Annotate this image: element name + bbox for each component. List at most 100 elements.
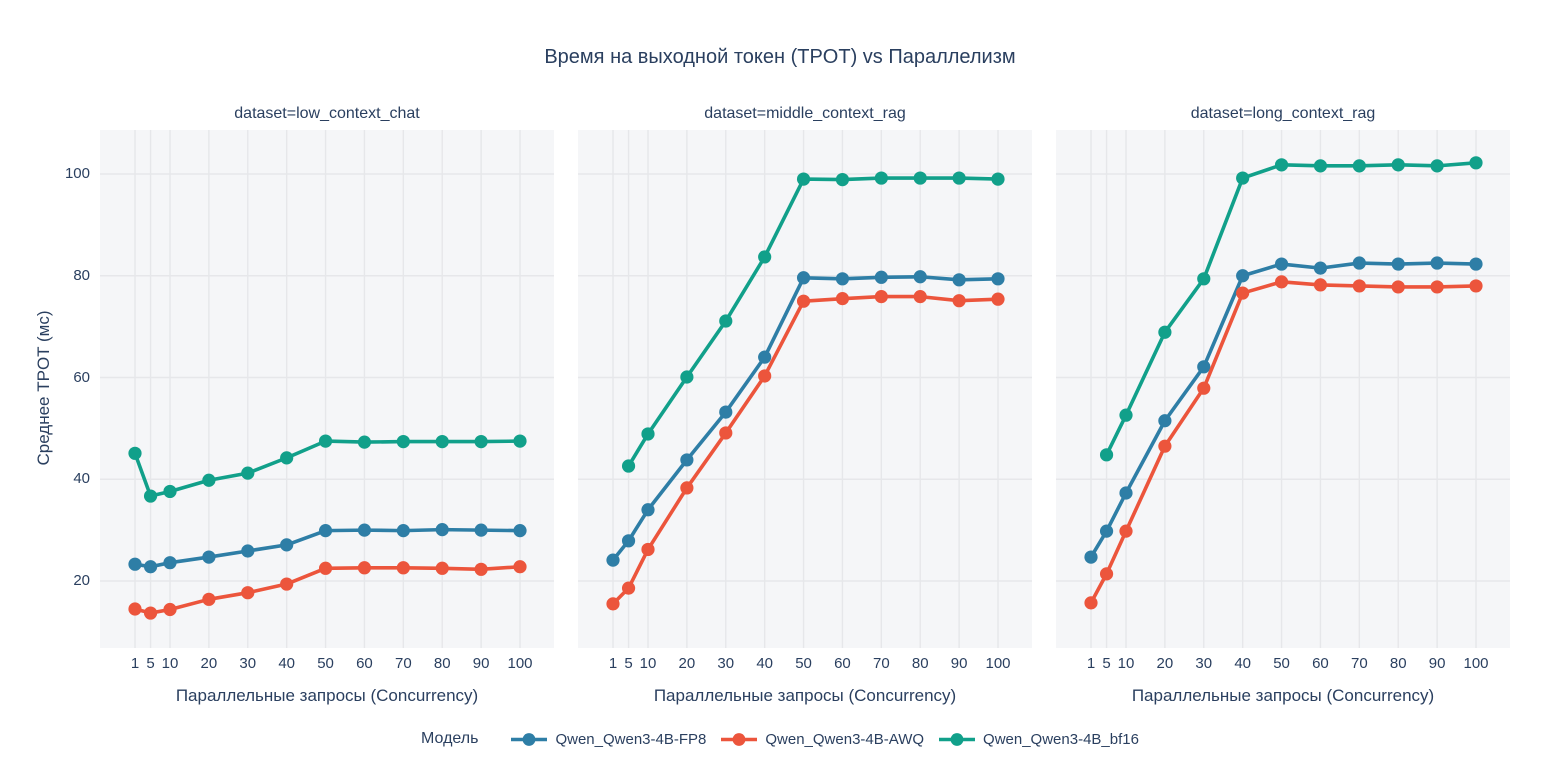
x-tick-label: 80 [433, 655, 451, 672]
data-point-marker [991, 292, 1005, 306]
data-point-marker [202, 550, 216, 564]
x-tick-label: 5 [624, 655, 633, 672]
data-point-marker [913, 171, 927, 185]
data-point-marker [143, 560, 158, 574]
data-point-marker [991, 272, 1005, 286]
y-tick-label: 20 [73, 572, 90, 589]
data-point-marker [1197, 381, 1211, 395]
data-point-marker [357, 561, 372, 575]
data-point-marker [1313, 278, 1328, 292]
data-point-marker [143, 489, 158, 503]
data-point-marker [318, 561, 333, 575]
x-tick-label: 90 [472, 655, 490, 672]
data-point-marker [357, 435, 372, 449]
data-point-marker [758, 369, 772, 383]
data-point-marker [1352, 159, 1366, 173]
data-point-marker [241, 466, 255, 480]
legend-entry-Qwen_Qwen3-4B_bf16[interactable]: Qwen_Qwen3-4B_bf16 [938, 731, 1139, 748]
data-point-marker [1084, 550, 1098, 564]
data-point-marker [1099, 524, 1114, 538]
data-point-marker [143, 606, 158, 620]
data-point-marker [952, 171, 966, 185]
x-tick-label: 80 [911, 655, 929, 672]
data-point-marker [1119, 524, 1133, 538]
x-tick-label: 40 [278, 655, 295, 672]
data-point-marker [1430, 256, 1444, 270]
legend-entry-Qwen_Qwen3-4B-AWQ[interactable]: Qwen_Qwen3-4B-AWQ [720, 731, 924, 748]
data-point-marker [835, 292, 850, 306]
legend: Модель Qwen_Qwen3-4B-FP8 Qwen_Qwen3-4B-AW… [0, 730, 1560, 748]
data-point-marker [641, 503, 655, 517]
facet-title-long-context-rag: dataset=long_context_rag [1190, 105, 1376, 122]
y-tick-label: 60 [73, 368, 90, 386]
data-point-marker [128, 557, 142, 571]
legend-entry-label: Qwen_Qwen3-4B-AWQ [765, 730, 925, 748]
data-point-marker [606, 597, 620, 611]
data-point-marker [621, 459, 636, 473]
data-point-marker [606, 553, 620, 567]
data-point-marker [835, 272, 850, 286]
x-tick-label: 100 [1463, 655, 1489, 672]
plot-area-long-context-rag[interactable] [1056, 130, 1510, 648]
x-tick-label: 90 [950, 655, 968, 672]
legend-marker-icon [939, 732, 976, 746]
data-point-marker [163, 484, 177, 499]
data-point-marker [1391, 280, 1405, 294]
data-point-marker [913, 270, 927, 284]
data-point-marker [874, 290, 888, 304]
x-tick-label: 30 [1195, 655, 1213, 672]
x-tick-label: 5 [146, 655, 155, 672]
data-point-marker [474, 523, 488, 537]
data-point-marker [435, 435, 449, 449]
data-point-marker [435, 523, 449, 537]
x-tick-label: 30 [239, 655, 257, 672]
data-point-marker [1430, 159, 1444, 173]
data-point-marker [280, 538, 294, 552]
data-point-marker [621, 581, 636, 595]
data-point-marker [1274, 275, 1289, 289]
data-point-marker [796, 294, 811, 308]
data-point-marker [1274, 158, 1289, 172]
data-point-marker [318, 434, 333, 448]
data-point-marker [758, 350, 772, 364]
x-axis-title-1: Параллельные запросы (Concurrency) [175, 686, 479, 705]
y-tick-label: 80 [73, 266, 90, 284]
data-point-marker [758, 250, 772, 264]
data-point-marker [680, 453, 694, 467]
data-point-marker [280, 451, 294, 465]
data-point-marker [163, 602, 177, 617]
data-point-marker [396, 435, 410, 449]
facet-title-low-context-chat: dataset=low_context_chat [234, 105, 420, 122]
x-tick-label: 50 [317, 655, 334, 672]
x-axis-title-2: Параллельные запросы (Concurrency) [653, 686, 957, 705]
legend-entry-Qwen_Qwen3-4B-FP8[interactable]: Qwen_Qwen3-4B-FP8 [510, 731, 706, 748]
data-point-marker [1391, 158, 1405, 172]
data-point-marker [513, 524, 527, 538]
data-point-marker [1197, 360, 1211, 374]
data-point-marker [1274, 257, 1289, 271]
data-point-marker [1469, 156, 1483, 170]
data-point-marker [621, 534, 636, 548]
data-point-marker [913, 290, 927, 304]
plot-background [1056, 130, 1510, 648]
data-point-marker [1236, 269, 1250, 283]
x-tick-label: 50 [795, 655, 812, 672]
data-point-marker [952, 294, 966, 308]
x-tick-label: 30 [717, 655, 735, 672]
data-point-marker [1313, 159, 1328, 173]
plot-area-middle-context-rag[interactable] [578, 130, 1032, 648]
data-point-marker [1099, 448, 1114, 462]
data-point-marker [513, 560, 527, 574]
x-tick-label: 100 [985, 655, 1011, 672]
data-point-marker [474, 562, 488, 576]
data-point-marker [357, 523, 372, 537]
data-point-marker [719, 405, 733, 419]
x-axis-title-3: Параллельные запросы (Concurrency) [1131, 686, 1435, 705]
x-tick-label: 60 [1312, 655, 1329, 672]
legend-marker-icon [721, 732, 758, 746]
x-tick-label: 1 [608, 655, 618, 672]
data-point-marker [641, 427, 655, 441]
data-point-marker [1469, 257, 1483, 271]
plot-area-low-context-chat[interactable] [100, 130, 554, 648]
